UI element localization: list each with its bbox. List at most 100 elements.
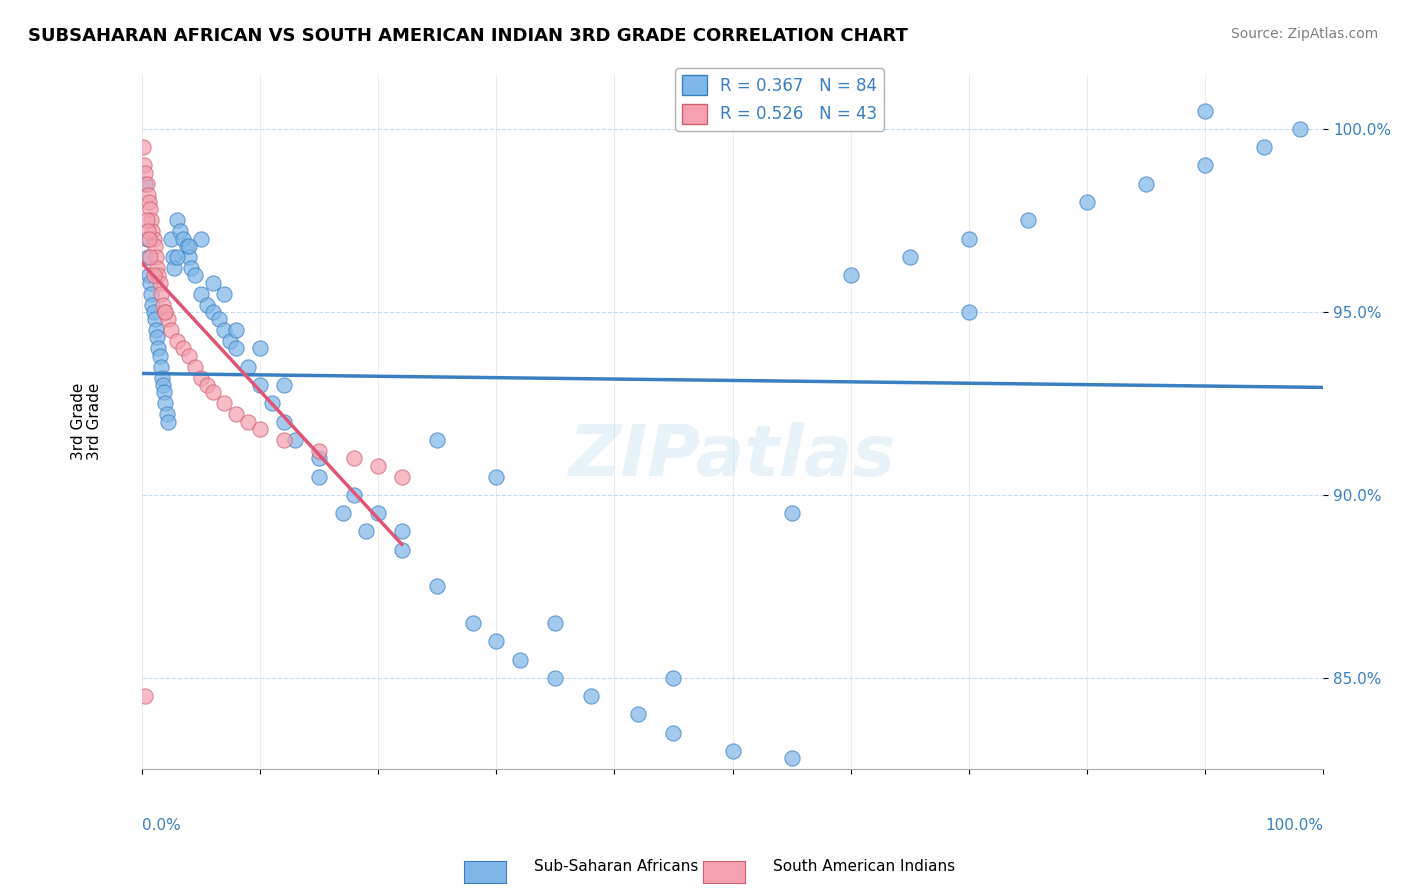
Point (391, 542, 413, 557)
Point (172, 232, 194, 246)
Point (201, 276, 224, 290)
Point (135, 177, 157, 191)
Point (367, 458, 389, 473)
Legend: R = 0.367   N = 84, R = 0.526   N = 43: R = 0.367 N = 84, R = 0.526 N = 43 (675, 69, 884, 131)
Point (148, 349, 170, 363)
Point (195, 378, 218, 392)
Point (176, 239, 198, 253)
Text: Source: ZipAtlas.com: Source: ZipAtlas.com (1230, 27, 1378, 41)
Point (236, 359, 259, 374)
Point (190, 232, 212, 246)
Point (145, 323, 167, 337)
Point (143, 239, 166, 253)
Point (236, 415, 259, 429)
Point (367, 506, 389, 520)
Point (141, 213, 163, 227)
Point (166, 213, 188, 227)
Point (662, 725, 685, 739)
Point (273, 415, 295, 429)
Point (201, 305, 224, 319)
Point (166, 250, 188, 264)
Point (190, 370, 212, 384)
Point (1017, 213, 1039, 227)
Point (134, 158, 156, 172)
Point (155, 396, 177, 410)
Point (219, 334, 242, 348)
Point (139, 250, 162, 264)
Point (260, 396, 283, 410)
Point (898, 250, 921, 264)
Point (249, 378, 271, 392)
Text: ZIPatlas: ZIPatlas (569, 422, 896, 491)
Point (485, 469, 508, 483)
Point (356, 524, 378, 539)
Point (148, 268, 170, 283)
Y-axis label: 3rd Grade: 3rd Grade (72, 383, 86, 460)
Point (138, 268, 160, 283)
Point (343, 488, 366, 502)
Text: SUBSAHARAN AFRICAN VS SOUTH AMERICAN INDIAN 3RD GRADE CORRELATION CHART: SUBSAHARAN AFRICAN VS SOUTH AMERICAN IND… (28, 27, 908, 45)
Point (177, 349, 200, 363)
Point (138, 232, 160, 246)
Point (1253, 140, 1275, 154)
Point (163, 260, 186, 275)
Point (273, 378, 295, 392)
Point (160, 323, 183, 337)
Point (308, 451, 330, 466)
Point (201, 385, 224, 400)
Point (143, 312, 166, 326)
Point (148, 276, 170, 290)
Point (142, 232, 165, 246)
Point (225, 323, 247, 337)
Point (195, 297, 218, 311)
Point (343, 451, 366, 466)
Point (134, 689, 156, 703)
Point (153, 385, 176, 400)
Point (1135, 177, 1157, 191)
Point (839, 268, 862, 283)
Point (177, 239, 200, 253)
Point (225, 407, 247, 421)
Text: South American Indians: South American Indians (773, 859, 956, 874)
Text: Sub-Saharan Africans: Sub-Saharan Africans (534, 859, 699, 874)
Text: 100.0%: 100.0% (1265, 818, 1323, 833)
Point (160, 232, 183, 246)
Point (308, 443, 330, 458)
Point (177, 250, 200, 264)
Point (214, 323, 236, 337)
Point (509, 652, 531, 666)
Point (135, 232, 157, 246)
Point (426, 433, 449, 447)
Point (184, 268, 207, 283)
Point (957, 232, 980, 246)
Text: 3rd Grade: 3rd Grade (87, 383, 103, 460)
Point (134, 177, 156, 191)
Point (139, 202, 162, 217)
Point (957, 305, 980, 319)
Point (155, 305, 177, 319)
Point (273, 433, 295, 447)
Point (579, 689, 602, 703)
Point (544, 671, 567, 685)
Point (156, 312, 179, 326)
Point (169, 224, 191, 238)
Point (166, 334, 188, 348)
Point (155, 305, 177, 319)
Point (142, 268, 165, 283)
Point (149, 359, 172, 374)
Point (214, 396, 236, 410)
Point (627, 707, 650, 722)
Point (162, 250, 184, 264)
Point (148, 342, 170, 356)
Point (391, 524, 413, 539)
Point (139, 276, 162, 290)
Point (145, 250, 167, 264)
Point (207, 312, 229, 326)
Point (780, 506, 803, 520)
Point (155, 407, 177, 421)
Point (146, 260, 169, 275)
Point (249, 422, 271, 436)
Point (225, 342, 247, 356)
Text: 0.0%: 0.0% (142, 818, 180, 833)
Point (132, 140, 155, 154)
